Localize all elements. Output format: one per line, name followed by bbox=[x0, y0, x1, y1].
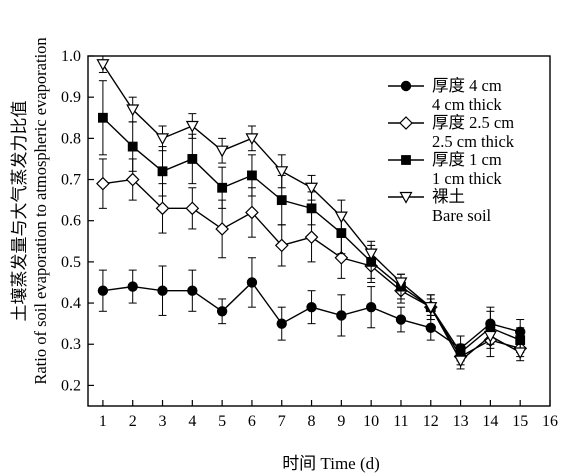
data-point bbox=[127, 141, 138, 152]
data-point bbox=[215, 222, 229, 236]
data-point bbox=[515, 335, 526, 346]
legend-marker bbox=[401, 155, 411, 165]
data-point bbox=[246, 277, 258, 288]
legend-label-en: 2.5 cm thick bbox=[432, 132, 515, 151]
y-tick-label: 0.4 bbox=[61, 295, 81, 312]
data-point bbox=[364, 248, 378, 261]
data-point bbox=[454, 355, 468, 368]
plot-frame bbox=[87, 55, 551, 407]
y-axis-label-cn: 土壤蒸发量与大气蒸发力比值 bbox=[9, 101, 29, 322]
data-point bbox=[126, 104, 140, 117]
legend-marker bbox=[400, 80, 412, 92]
x-tick-label: 5 bbox=[218, 413, 226, 430]
data-point bbox=[96, 59, 110, 71]
x-tick-label: 8 bbox=[308, 413, 316, 430]
data-point bbox=[424, 302, 438, 314]
x-tick-label: 3 bbox=[159, 413, 167, 430]
data-point bbox=[216, 306, 228, 317]
data-point bbox=[245, 205, 259, 220]
y-tick-label: 1.0 bbox=[61, 48, 81, 65]
data-point bbox=[513, 347, 527, 360]
data-point bbox=[215, 145, 229, 158]
legend-label-en: 1 cm thick bbox=[432, 169, 502, 188]
legend-label-en: 4 cm thick bbox=[432, 95, 502, 114]
data-point bbox=[306, 203, 317, 214]
y-tick-label: 0.9 bbox=[61, 89, 81, 106]
y-tick-label: 0.7 bbox=[61, 172, 81, 189]
data-point bbox=[276, 195, 287, 206]
legend-item-1: 厚度 4 cm4 cm thick bbox=[388, 76, 502, 114]
data-point bbox=[247, 170, 257, 181]
x-tick-label: 13 bbox=[453, 413, 469, 430]
x-tick-label: 16 bbox=[542, 413, 558, 430]
legend-item-2: 厚度 2.5 cm2.5 cm thick bbox=[388, 113, 515, 151]
axis-ticks: 1 2 3 4 5 6 7 8 9 10 11 12 13 14 15 160.20.30.40.50.60.… bbox=[61, 48, 558, 430]
data-point bbox=[157, 285, 168, 296]
data-point bbox=[305, 182, 319, 195]
y-tick-label: 0.8 bbox=[61, 130, 81, 147]
x-axis-label: 时间 Time (d) bbox=[282, 454, 380, 473]
legend-label-cn: 厚度 4 cm bbox=[432, 76, 502, 95]
x-tick-label: 12 bbox=[423, 413, 439, 430]
data-point bbox=[425, 322, 436, 333]
x-tick-label: 15 bbox=[512, 413, 528, 430]
y-tick-label: 0.6 bbox=[61, 213, 81, 230]
legend-marker bbox=[399, 191, 413, 204]
legend-label-en: Bare soil bbox=[432, 206, 492, 225]
plot-area bbox=[87, 55, 551, 407]
y-axis-label-en: Ratio of soil evaporation to atmospheric… bbox=[31, 37, 50, 384]
data-point bbox=[187, 154, 198, 164]
data-point bbox=[395, 314, 407, 325]
data-point bbox=[483, 330, 497, 343]
data-point bbox=[185, 120, 199, 133]
x-tick-label: 10 bbox=[363, 413, 379, 430]
data-point bbox=[96, 176, 110, 191]
data-point bbox=[155, 201, 170, 216]
data-point bbox=[217, 182, 228, 193]
x-tick-label: 1 bbox=[99, 413, 107, 430]
data-point bbox=[336, 310, 347, 321]
data-point bbox=[306, 301, 317, 313]
y-tick-label: 0.2 bbox=[61, 377, 81, 394]
series-4 bbox=[96, 55, 527, 370]
data-point bbox=[156, 133, 170, 146]
x-tick-label: 7 bbox=[278, 413, 286, 430]
legend-label-cn: 裸土 bbox=[432, 187, 465, 206]
x-tick-label: 4 bbox=[188, 413, 196, 430]
legend-item-3: 厚度 1 cm1 cm thick bbox=[388, 150, 502, 188]
data-point bbox=[97, 285, 109, 296]
data-point bbox=[365, 301, 377, 313]
data-point bbox=[157, 166, 168, 177]
x-tick-label: 9 bbox=[337, 413, 345, 430]
data-point bbox=[274, 238, 289, 253]
data-point bbox=[125, 172, 140, 187]
x-tick-label: 6 bbox=[248, 413, 256, 430]
series-3 bbox=[98, 80, 526, 362]
data-point bbox=[394, 277, 408, 290]
data-point bbox=[304, 230, 319, 245]
series-layer bbox=[96, 55, 528, 370]
data-point bbox=[245, 133, 259, 146]
legend-marker bbox=[399, 116, 413, 130]
data-point bbox=[127, 281, 138, 292]
legend-label-cn: 厚度 1 cm bbox=[432, 150, 502, 169]
data-point bbox=[185, 201, 200, 216]
data-point bbox=[334, 250, 349, 265]
x-tick-label: 14 bbox=[482, 413, 498, 430]
data-point bbox=[275, 166, 289, 179]
y-tick-label: 0.5 bbox=[61, 254, 81, 271]
y-axis-label: 土壤蒸发量与大气蒸发力比值 Ratio of soil evaporation t… bbox=[9, 37, 50, 384]
data-point bbox=[276, 318, 287, 329]
data-point bbox=[98, 112, 108, 123]
x-tick-label: 2 bbox=[129, 413, 137, 430]
data-point bbox=[334, 211, 348, 224]
legend-label-cn: 厚度 2.5 cm bbox=[432, 113, 514, 132]
y-tick-label: 0.3 bbox=[61, 336, 81, 353]
x-tick-label: 11 bbox=[393, 413, 408, 430]
data-point bbox=[187, 285, 198, 296]
